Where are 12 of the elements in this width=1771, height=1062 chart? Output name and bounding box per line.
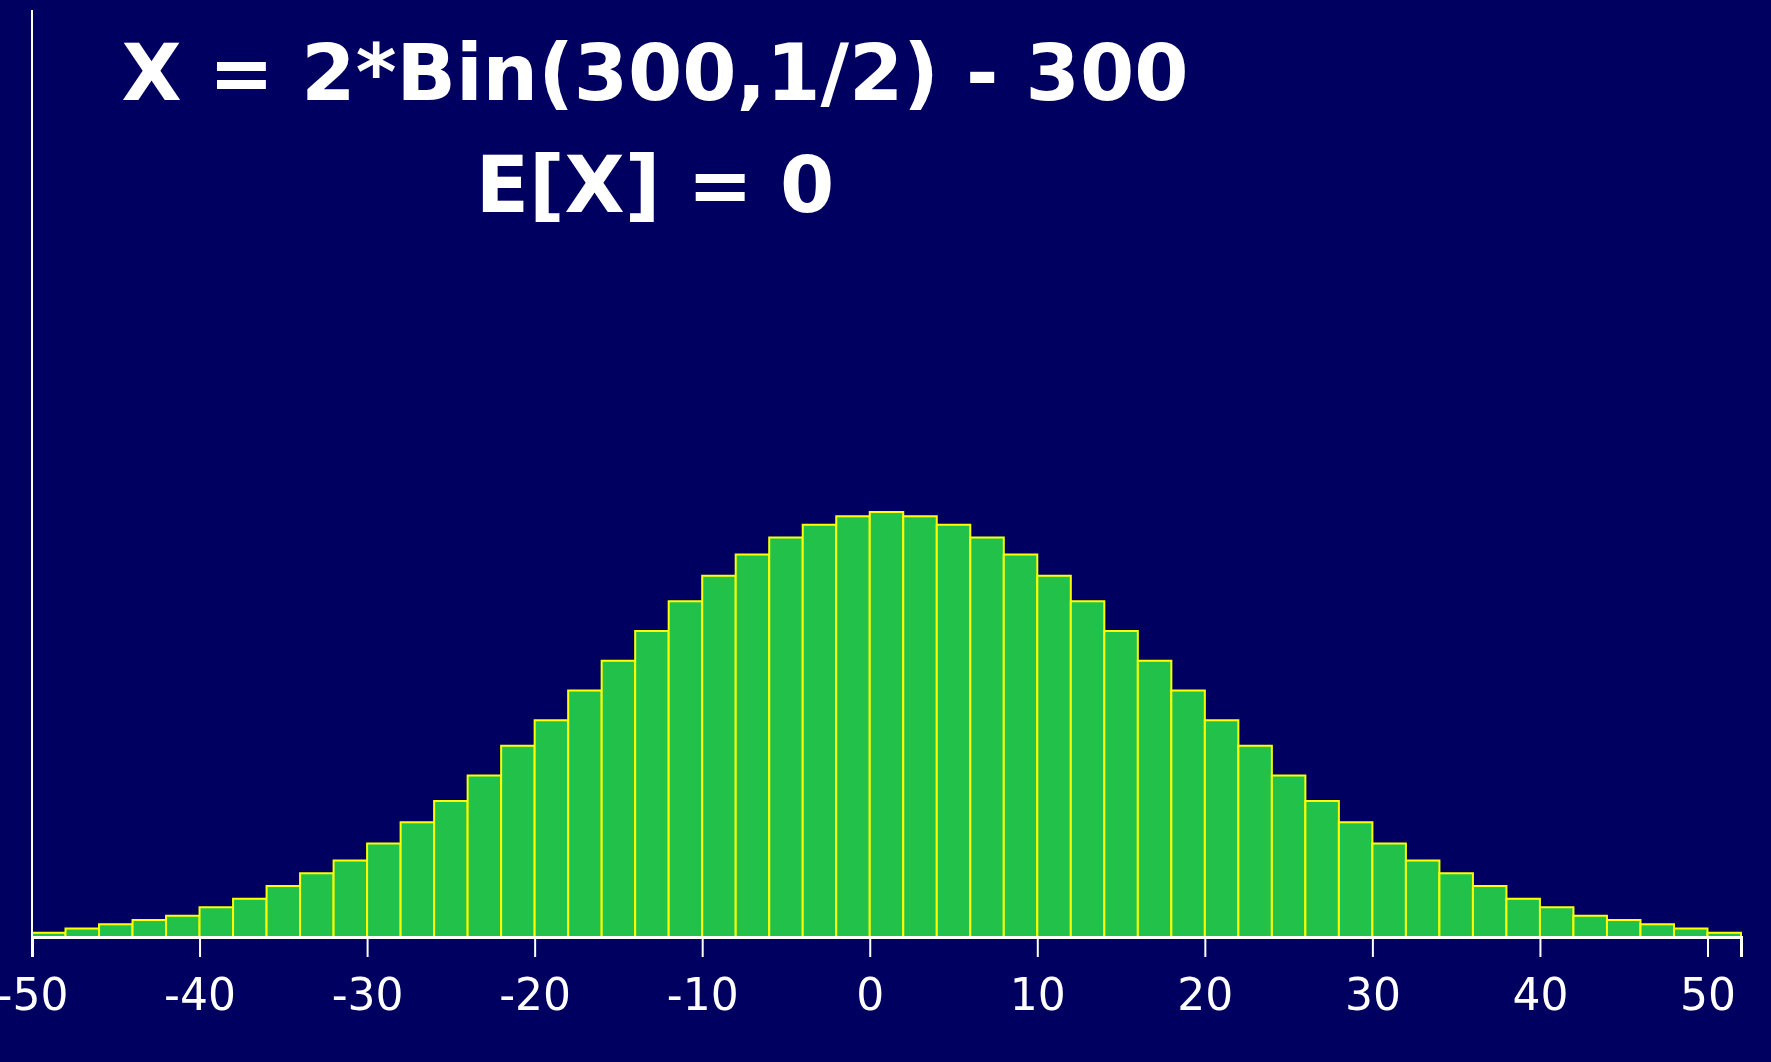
- x-tick-label: -30: [331, 969, 404, 1021]
- x-tick-label: 40: [1512, 969, 1569, 1021]
- x-tick-label: 30: [1344, 969, 1401, 1021]
- x-tick-label: -40: [164, 969, 236, 1021]
- x-tick-label: 10: [1009, 969, 1066, 1021]
- x-tick-label: 20: [1177, 969, 1234, 1021]
- x-tick-label: 50: [1679, 969, 1736, 1021]
- chart-subtitle: E[X] = 0: [475, 140, 835, 230]
- x-tick-label: -20: [499, 969, 572, 1021]
- x-tick-label: 0: [856, 969, 885, 1021]
- chart-title: X = 2*Bin(300,1/2) - 300: [121, 28, 1189, 118]
- x-tick-label: -10: [666, 969, 739, 1021]
